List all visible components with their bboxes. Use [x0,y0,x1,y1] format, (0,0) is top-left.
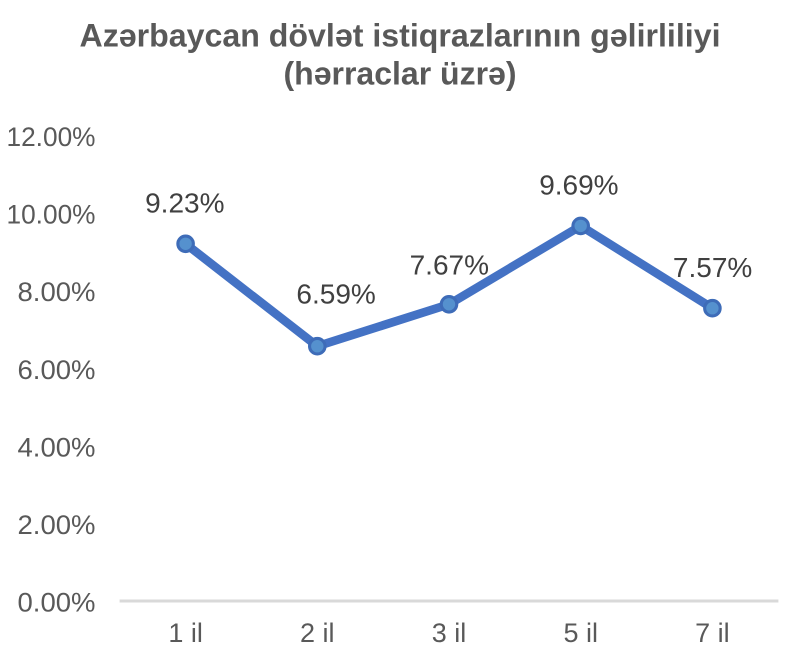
svg-text:3 il: 3 il [432,618,467,648]
svg-text:12.00%: 12.00% [7,122,96,152]
svg-text:1 il: 1 il [168,618,203,648]
svg-text:9.69%: 9.69% [539,169,618,200]
svg-text:(hərraclar üzrə): (hərraclar üzrə) [284,56,517,92]
svg-text:7 il: 7 il [695,618,730,648]
svg-text:7.67%: 7.67% [410,250,489,281]
svg-text:0.00%: 0.00% [18,588,96,618]
svg-text:8.00%: 8.00% [18,277,96,307]
svg-text:7.57%: 7.57% [673,252,752,283]
svg-text:9.23%: 9.23% [145,188,224,219]
svg-text:2 il: 2 il [300,618,335,648]
svg-text:10.00%: 10.00% [7,200,96,230]
svg-text:6.59%: 6.59% [296,278,375,309]
svg-text:5 il: 5 il [563,618,598,648]
svg-text:6.00%: 6.00% [18,355,96,385]
svg-text:2.00%: 2.00% [18,510,96,540]
svg-text:Azərbaycan dövlət istiqrazları: Azərbaycan dövlət istiqrazlarının gəlirl… [80,17,721,53]
svg-text:4.00%: 4.00% [18,432,96,462]
